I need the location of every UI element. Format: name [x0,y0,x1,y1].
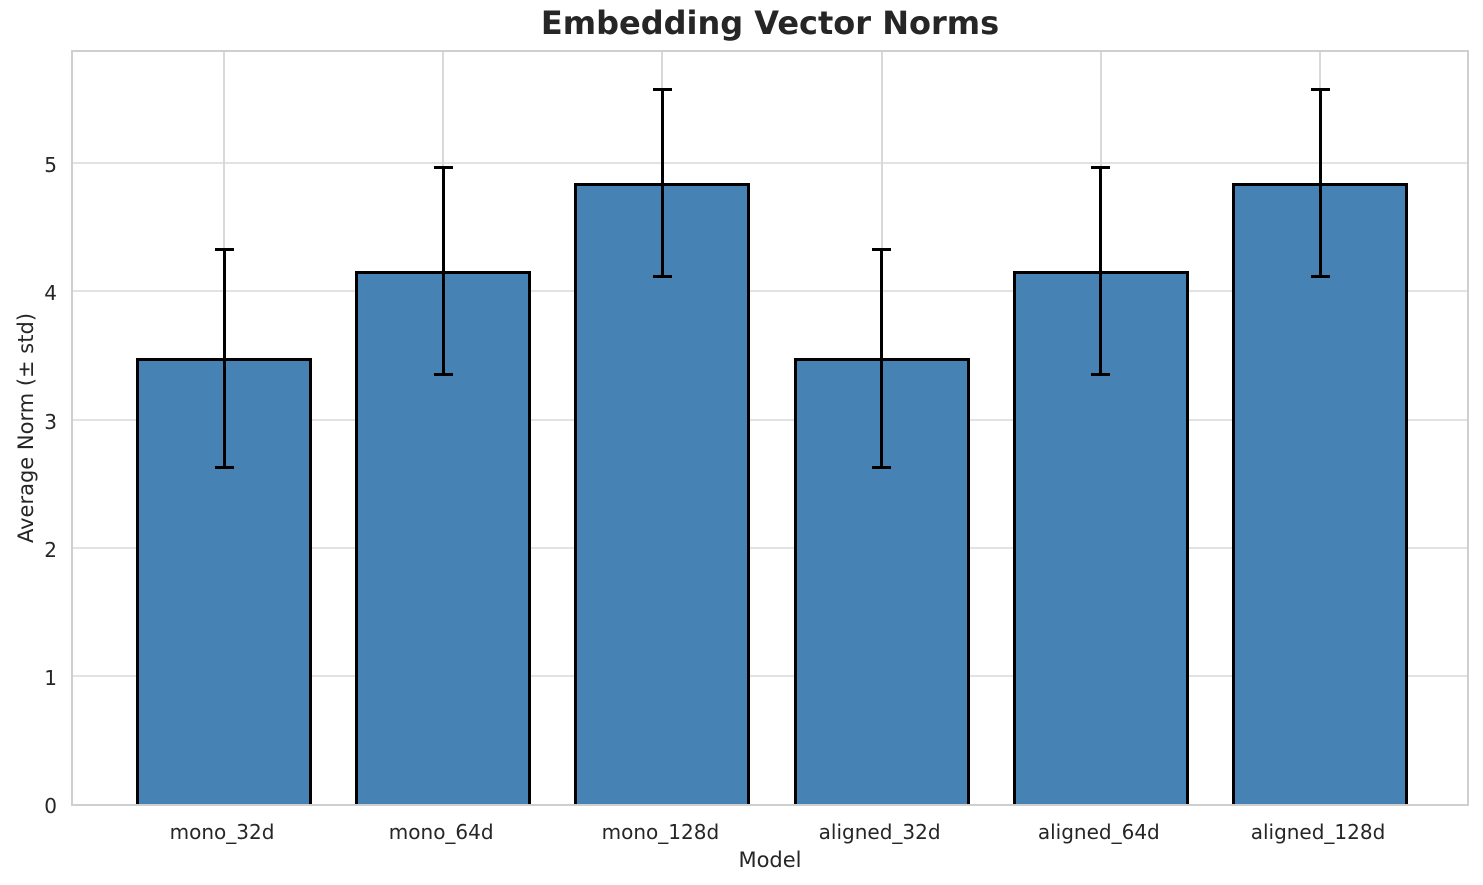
plot-area [71,50,1469,806]
error-bar-cap [872,247,892,251]
y-tick-label: 3 [44,409,57,434]
error-bar-cap [1310,274,1330,278]
gridline-horizontal [73,162,1467,165]
gridline-horizontal [73,674,1467,677]
error-bar-cap [652,274,672,278]
y-axis-label: Average Norm (± std) [14,312,38,544]
error-bar-cap [1310,87,1330,91]
error-bar-line [1318,89,1322,277]
x-tick-label: mono_64d [388,820,494,844]
error-bar-cap [652,87,672,91]
bar [1232,182,1408,804]
error-bar-cap [433,373,453,377]
x-tick-label: aligned_32d [818,820,941,844]
chart-title: Embedding Vector Norms [540,4,1000,42]
x-tick-label: mono_32d [169,820,275,844]
x-axis-label: Model [738,848,802,872]
x-tick-label: mono_128d [601,820,720,844]
y-tick-label: 1 [44,665,57,690]
error-bar-cap [1091,165,1111,169]
y-tick-label: 2 [44,537,57,562]
error-bar-cap [1091,373,1111,377]
y-tick-label: 4 [44,281,57,306]
error-bar-cap [433,165,453,169]
error-bar-line [441,167,445,375]
y-tick-label: 5 [44,153,57,178]
error-bar-line [660,89,664,277]
bar [574,182,751,804]
error-bar-cap [214,247,234,251]
error-bar-cap [872,465,892,469]
gridline-horizontal [73,546,1467,549]
gridline-horizontal [73,290,1467,293]
error-bar-line [880,249,884,468]
error-bar-line [1099,167,1103,375]
y-tick-label: 0 [44,794,57,818]
gridline-horizontal [73,418,1467,421]
error-bar-line [222,249,226,468]
x-tick-label: aligned_128d [1250,820,1386,844]
error-bar-cap [214,465,234,469]
x-tick-label: aligned_64d [1037,820,1160,844]
